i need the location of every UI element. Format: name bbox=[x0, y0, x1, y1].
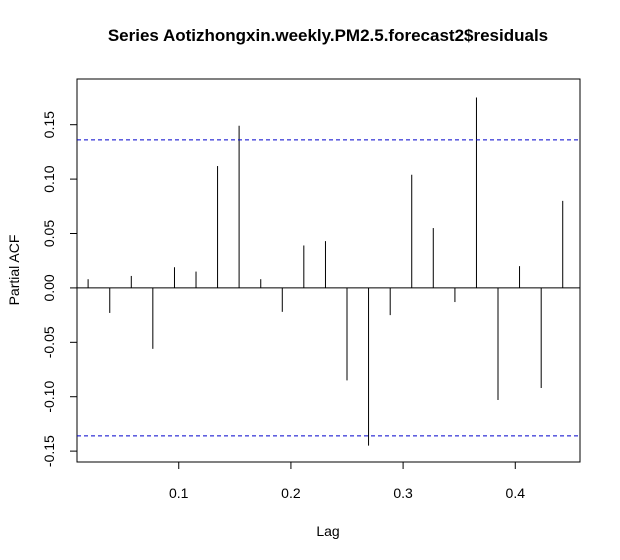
y-tick-label: -0.10 bbox=[41, 381, 57, 413]
y-tick-label: 0.05 bbox=[41, 220, 57, 247]
y-tick-label: -0.05 bbox=[41, 326, 57, 358]
x-axis-label: Lag bbox=[316, 523, 339, 539]
pacf-bars bbox=[77, 97, 580, 446]
plot-area-frame bbox=[76, 78, 581, 463]
x-tick-label: 0.2 bbox=[281, 485, 301, 501]
x-tick-label: 0.3 bbox=[393, 485, 413, 501]
x-tick-label: 0.1 bbox=[169, 485, 189, 501]
y-axis-label: Partial ACF bbox=[6, 235, 22, 306]
y-tick-label: 0.15 bbox=[41, 111, 57, 138]
x-tick-label: 0.4 bbox=[506, 485, 526, 501]
y-tick-label: 0.00 bbox=[41, 274, 57, 301]
x-axis: 0.1 0.2 0.3 0.4 bbox=[169, 461, 526, 501]
y-axis: -0.15 -0.10 -0.05 0.00 0.05 0.10 0.15 bbox=[41, 111, 78, 467]
y-tick-label: 0.10 bbox=[41, 165, 57, 192]
chart-title: Series Aotizhongxin.weekly.PM2.5.forecas… bbox=[108, 26, 548, 45]
y-tick-label: -0.15 bbox=[41, 435, 57, 467]
